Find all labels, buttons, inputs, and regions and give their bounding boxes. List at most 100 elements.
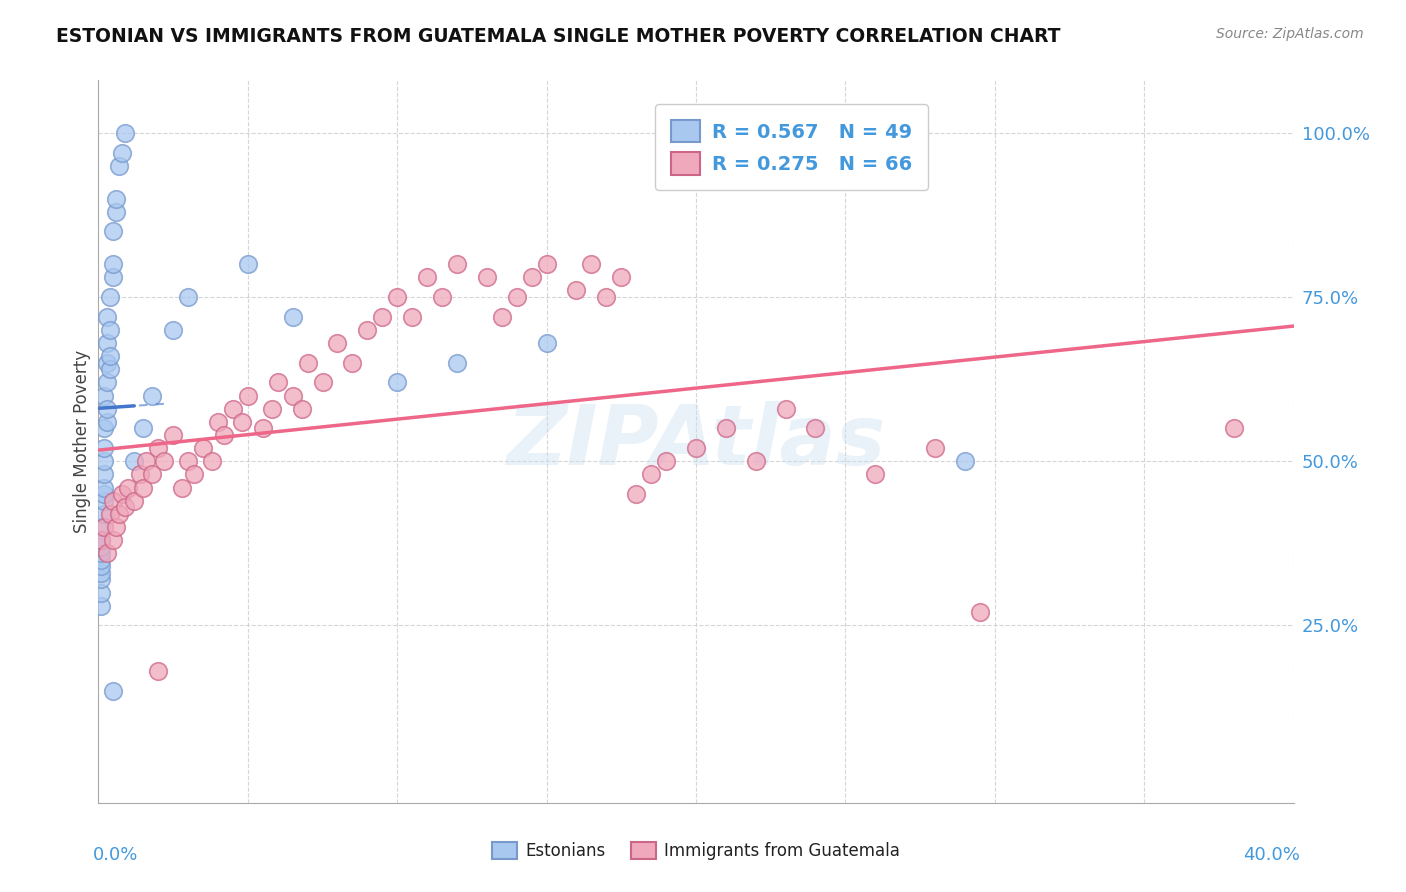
Point xyxy=(297,356,319,370)
Point xyxy=(536,336,558,351)
Point xyxy=(98,349,122,363)
Point xyxy=(105,204,128,219)
Point xyxy=(90,533,112,547)
Text: 40.0%: 40.0% xyxy=(1243,847,1299,864)
Point xyxy=(385,290,409,304)
Point xyxy=(90,533,112,547)
Point xyxy=(98,507,122,521)
Point xyxy=(177,290,200,304)
Point xyxy=(105,192,128,206)
Point xyxy=(96,546,118,560)
Point xyxy=(96,336,118,351)
Point xyxy=(103,493,125,508)
Point xyxy=(90,553,112,567)
Point xyxy=(536,257,558,271)
Point xyxy=(281,388,304,402)
Point xyxy=(865,467,887,482)
Point xyxy=(98,290,122,304)
Point xyxy=(446,356,468,370)
Point xyxy=(135,454,157,468)
Point xyxy=(93,421,115,435)
Point xyxy=(342,356,364,370)
Point xyxy=(626,487,648,501)
Point xyxy=(177,454,200,468)
Point xyxy=(581,257,603,271)
Point xyxy=(103,533,125,547)
Point xyxy=(103,684,125,698)
Point xyxy=(124,493,146,508)
Point xyxy=(595,290,617,304)
Text: ESTONIAN VS IMMIGRANTS FROM GUATEMALA SINGLE MOTHER POVERTY CORRELATION CHART: ESTONIAN VS IMMIGRANTS FROM GUATEMALA SI… xyxy=(56,27,1060,45)
Point xyxy=(93,467,115,482)
Point xyxy=(90,573,112,587)
Point xyxy=(311,376,333,390)
Y-axis label: Single Mother Poverty: Single Mother Poverty xyxy=(73,350,91,533)
Text: ZIPAtlas: ZIPAtlas xyxy=(506,401,886,482)
Point xyxy=(231,415,253,429)
Point xyxy=(103,270,125,285)
Point xyxy=(98,323,122,337)
Point xyxy=(371,310,394,324)
Point xyxy=(291,401,314,416)
Point xyxy=(260,401,283,416)
Point xyxy=(93,454,115,468)
Point xyxy=(98,362,122,376)
Point xyxy=(655,454,678,468)
Point xyxy=(111,487,134,501)
Point xyxy=(267,376,290,390)
Point xyxy=(96,415,118,429)
Point xyxy=(96,376,118,390)
Point xyxy=(201,454,224,468)
Point xyxy=(775,401,797,416)
Point xyxy=(385,376,409,390)
Point xyxy=(90,599,112,613)
Point xyxy=(114,500,136,515)
Point xyxy=(212,428,235,442)
Point xyxy=(356,323,378,337)
Point xyxy=(924,441,946,455)
Point xyxy=(114,126,136,140)
Point xyxy=(804,421,827,435)
Point xyxy=(162,428,184,442)
Point xyxy=(117,481,139,495)
Point xyxy=(401,310,423,324)
Point xyxy=(610,270,633,285)
Point xyxy=(93,487,115,501)
Point xyxy=(446,257,468,271)
Point xyxy=(90,520,112,534)
Point xyxy=(124,454,146,468)
Point xyxy=(90,559,112,574)
Point xyxy=(103,224,125,238)
Point xyxy=(252,421,274,435)
Point xyxy=(148,441,170,455)
Point xyxy=(222,401,245,416)
Point xyxy=(90,566,112,580)
Point xyxy=(93,507,115,521)
Text: Source: ZipAtlas.com: Source: ZipAtlas.com xyxy=(1216,27,1364,41)
Point xyxy=(172,481,194,495)
Point xyxy=(93,441,115,455)
Point xyxy=(90,546,112,560)
Point xyxy=(969,605,991,619)
Point xyxy=(236,257,259,271)
Point xyxy=(520,270,543,285)
Point xyxy=(129,467,152,482)
Point xyxy=(685,441,707,455)
Point xyxy=(183,467,205,482)
Point xyxy=(90,585,112,599)
Legend: Estonians, Immigrants from Guatemala: Estonians, Immigrants from Guatemala xyxy=(485,835,907,867)
Point xyxy=(207,415,229,429)
Point xyxy=(96,356,118,370)
Point xyxy=(714,421,737,435)
Point xyxy=(491,310,513,324)
Text: 0.0%: 0.0% xyxy=(93,847,138,864)
Point xyxy=(1223,421,1246,435)
Point xyxy=(565,284,588,298)
Point xyxy=(416,270,439,285)
Point xyxy=(430,290,453,304)
Point xyxy=(745,454,768,468)
Point xyxy=(111,145,134,160)
Point xyxy=(281,310,304,324)
Point xyxy=(153,454,176,468)
Point xyxy=(90,540,112,554)
